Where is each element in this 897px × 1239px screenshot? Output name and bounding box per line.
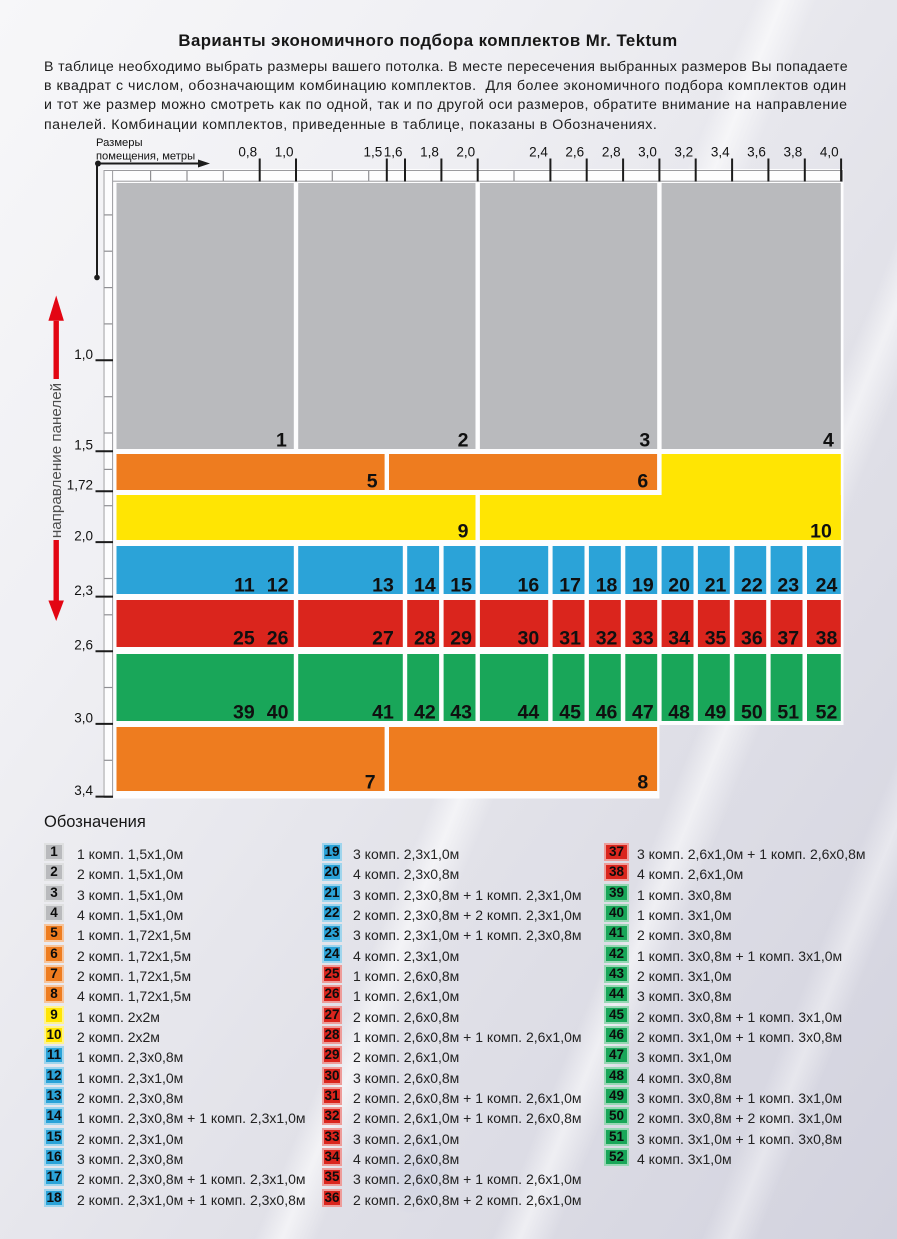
svg-text:35: 35 (705, 628, 727, 650)
svg-text:47: 47 (632, 702, 654, 724)
svg-text:25: 25 (233, 628, 255, 650)
svg-text:0,8: 0,8 (238, 145, 257, 160)
svg-text:15: 15 (450, 575, 472, 597)
svg-text:16: 16 (517, 575, 539, 597)
svg-text:50: 50 (741, 702, 763, 724)
svg-text:28: 28 (414, 628, 436, 650)
svg-text:Размеры: Размеры (96, 137, 143, 149)
svg-text:13: 13 (372, 575, 394, 597)
svg-text:3: 3 (639, 430, 650, 452)
svg-text:31: 31 (559, 628, 581, 650)
svg-text:3,2: 3,2 (674, 145, 693, 160)
svg-text:2,6: 2,6 (565, 145, 584, 160)
svg-text:3,4: 3,4 (74, 783, 93, 798)
svg-text:7: 7 (365, 772, 376, 794)
svg-text:направление панелей: направление панелей (48, 383, 65, 538)
svg-text:3,0: 3,0 (74, 710, 93, 725)
svg-text:45: 45 (559, 702, 581, 724)
svg-text:36: 36 (741, 628, 763, 650)
svg-text:2,0: 2,0 (456, 145, 475, 160)
svg-text:помещения, метры: помещения, метры (96, 151, 195, 163)
svg-text:11: 11 (234, 575, 255, 597)
svg-text:9: 9 (458, 521, 469, 543)
svg-text:44: 44 (517, 702, 539, 724)
svg-text:19: 19 (632, 575, 654, 597)
svg-text:1,5: 1,5 (364, 145, 383, 160)
svg-text:30: 30 (517, 628, 539, 650)
svg-text:40: 40 (267, 702, 289, 724)
svg-text:39: 39 (233, 702, 255, 724)
svg-text:5: 5 (367, 471, 378, 493)
svg-text:2,6: 2,6 (74, 638, 93, 653)
svg-text:1,0: 1,0 (74, 347, 93, 362)
svg-text:2,8: 2,8 (602, 145, 621, 160)
svg-text:8: 8 (637, 772, 648, 794)
svg-text:2: 2 (458, 430, 469, 452)
svg-text:49: 49 (705, 702, 727, 724)
svg-text:18: 18 (596, 575, 618, 597)
svg-text:38: 38 (816, 628, 838, 650)
svg-text:1,5: 1,5 (74, 438, 93, 453)
svg-text:10: 10 (810, 521, 832, 543)
svg-text:21: 21 (705, 575, 727, 597)
svg-text:41: 41 (372, 702, 394, 724)
svg-text:3,8: 3,8 (784, 145, 803, 160)
svg-text:48: 48 (668, 702, 690, 724)
svg-text:2,3: 2,3 (74, 583, 93, 598)
svg-text:1,6: 1,6 (384, 145, 403, 160)
svg-text:52: 52 (816, 702, 838, 724)
svg-text:51: 51 (777, 702, 799, 724)
svg-text:34: 34 (668, 628, 690, 650)
svg-text:33: 33 (632, 628, 654, 650)
svg-text:6: 6 (637, 471, 648, 493)
svg-text:1: 1 (276, 430, 287, 452)
svg-text:42: 42 (414, 702, 436, 724)
svg-text:27: 27 (372, 628, 394, 650)
svg-text:4,0: 4,0 (820, 145, 839, 160)
svg-text:46: 46 (596, 702, 618, 724)
svg-text:24: 24 (816, 575, 838, 597)
svg-text:23: 23 (777, 575, 799, 597)
svg-text:1,8: 1,8 (420, 145, 439, 160)
svg-text:32: 32 (596, 628, 618, 650)
svg-text:3,6: 3,6 (747, 145, 766, 160)
svg-text:12: 12 (267, 575, 289, 597)
svg-text:22: 22 (741, 575, 763, 597)
svg-text:26: 26 (267, 628, 289, 650)
svg-text:20: 20 (668, 575, 690, 597)
svg-text:17: 17 (559, 575, 581, 597)
svg-text:14: 14 (414, 575, 436, 597)
svg-text:4: 4 (823, 430, 834, 452)
svg-text:3,0: 3,0 (638, 145, 657, 160)
svg-text:1,0: 1,0 (275, 145, 294, 160)
svg-text:1,72: 1,72 (67, 478, 93, 493)
svg-text:2,4: 2,4 (529, 145, 548, 160)
svg-text:29: 29 (450, 628, 472, 650)
svg-text:43: 43 (450, 702, 472, 724)
svg-text:37: 37 (777, 628, 799, 650)
svg-text:2,0: 2,0 (74, 529, 93, 544)
svg-text:3,4: 3,4 (711, 145, 730, 160)
